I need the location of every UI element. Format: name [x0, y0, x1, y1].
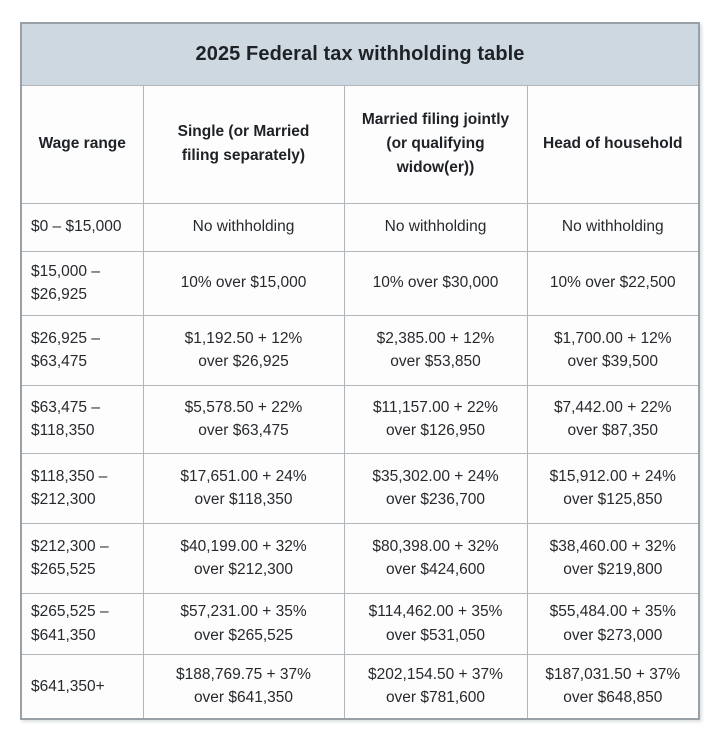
head-of-household-cell: $38,460.00 + 32% over $219,800 — [526, 522, 700, 594]
wage-range-cell: $0 – $15,000 — [20, 202, 144, 252]
column-header-single: Single (or Married filing separately) — [142, 84, 345, 204]
married-jointly-cell: $2,385.00 + 12% over $53,850 — [343, 314, 528, 386]
column-header-head-of-household: Head of household — [526, 84, 700, 204]
table-row: $118,350 – $212,300 $17,651.00 + 24% ove… — [20, 452, 700, 524]
married-jointly-cell: $35,302.00 + 24% over $236,700 — [343, 452, 528, 524]
wage-range-cell: $26,925 – $63,475 — [20, 314, 144, 386]
single-cell: 10% over $15,000 — [142, 250, 345, 316]
single-cell: $17,651.00 + 24% over $118,350 — [142, 452, 345, 524]
single-cell: $57,231.00 + 35% over $265,525 — [142, 592, 345, 655]
wage-range-cell: $15,000 – $26,925 — [20, 250, 144, 316]
wage-range-cell: $641,350+ — [20, 653, 144, 720]
table-title-row: 2025 Federal tax withholding table — [20, 22, 700, 86]
married-jointly-cell: $11,157.00 + 22% over $126,950 — [343, 384, 528, 454]
column-header-wage-range: Wage range — [20, 84, 144, 204]
head-of-household-cell: $7,442.00 + 22% over $87,350 — [526, 384, 700, 454]
table-row: $63,475 – $118,350 $5,578.50 + 22% over … — [20, 384, 700, 454]
tax-table-container: 2025 Federal tax withholding table Wage … — [20, 22, 701, 720]
head-of-household-cell: 10% over $22,500 — [526, 250, 700, 316]
column-header-married-jointly: Married filing jointly (or qualifying wi… — [343, 84, 528, 204]
head-of-household-cell: $55,484.00 + 35% over $273,000 — [526, 592, 700, 655]
table-row: $26,925 – $63,475 $1,192.50 + 12% over $… — [20, 314, 700, 386]
married-jointly-cell: No withholding — [343, 202, 528, 252]
single-cell: $5,578.50 + 22% over $63,475 — [142, 384, 345, 454]
table-row: $212,300 – $265,525 $40,199.00 + 32% ove… — [20, 522, 700, 594]
wage-range-cell: $265,525 – $641,350 — [20, 592, 144, 655]
wage-range-cell: $63,475 – $118,350 — [20, 384, 144, 454]
married-jointly-cell: $114,462.00 + 35% over $531,050 — [343, 592, 528, 655]
table-header-row: Wage range Single (or Married filing sep… — [20, 84, 700, 204]
head-of-household-cell: $187,031.50 + 37% over $648,850 — [526, 653, 700, 720]
table-row: $15,000 – $26,925 10% over $15,000 10% o… — [20, 250, 700, 316]
table-row: $0 – $15,000 No withholding No withholdi… — [20, 202, 700, 252]
table-row: $265,525 – $641,350 $57,231.00 + 35% ove… — [20, 592, 700, 655]
wage-range-cell: $118,350 – $212,300 — [20, 452, 144, 524]
table-row: $641,350+ $188,769.75 + 37% over $641,35… — [20, 653, 700, 720]
single-cell: $40,199.00 + 32% over $212,300 — [142, 522, 345, 594]
married-jointly-cell: $80,398.00 + 32% over $424,600 — [343, 522, 528, 594]
single-cell: No withholding — [142, 202, 345, 252]
head-of-household-cell: $15,912.00 + 24% over $125,850 — [526, 452, 700, 524]
head-of-household-cell: No withholding — [526, 202, 700, 252]
single-cell: $1,192.50 + 12% over $26,925 — [142, 314, 345, 386]
single-cell: $188,769.75 + 37% over $641,350 — [142, 653, 345, 720]
married-jointly-cell: $202,154.50 + 37% over $781,600 — [343, 653, 528, 720]
table-title: 2025 Federal tax withholding table — [20, 22, 700, 86]
federal-tax-withholding-table: 2025 Federal tax withholding table Wage … — [20, 22, 701, 720]
wage-range-cell: $212,300 – $265,525 — [20, 522, 144, 594]
head-of-household-cell: $1,700.00 + 12% over $39,500 — [526, 314, 700, 386]
married-jointly-cell: 10% over $30,000 — [343, 250, 528, 316]
